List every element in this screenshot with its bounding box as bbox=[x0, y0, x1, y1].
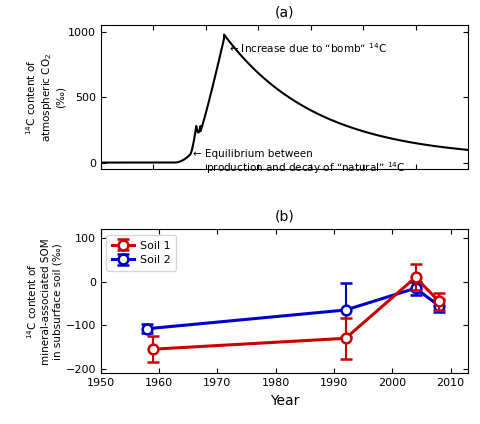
Y-axis label: $^{14}$C content of
atmospheric CO$_2$
(‰): $^{14}$C content of atmospheric CO$_2$ (… bbox=[24, 53, 65, 142]
Text: (b): (b) bbox=[275, 210, 294, 224]
Text: production and decay of “natural” $^{14}$C: production and decay of “natural” $^{14}… bbox=[192, 160, 405, 176]
Y-axis label: $^{14}$C content of
mineral-associated SOM
in subsurface soil (‰): $^{14}$C content of mineral-associated S… bbox=[25, 238, 63, 365]
Legend: Soil 1, Soil 2: Soil 1, Soil 2 bbox=[107, 235, 176, 271]
Text: ← Equilibrium between: ← Equilibrium between bbox=[192, 149, 312, 159]
X-axis label: Year: Year bbox=[270, 393, 299, 407]
Text: (a): (a) bbox=[275, 6, 294, 20]
Text: ← Increase due to “bomb” $^{14}$C: ← Increase due to “bomb” $^{14}$C bbox=[229, 41, 387, 55]
